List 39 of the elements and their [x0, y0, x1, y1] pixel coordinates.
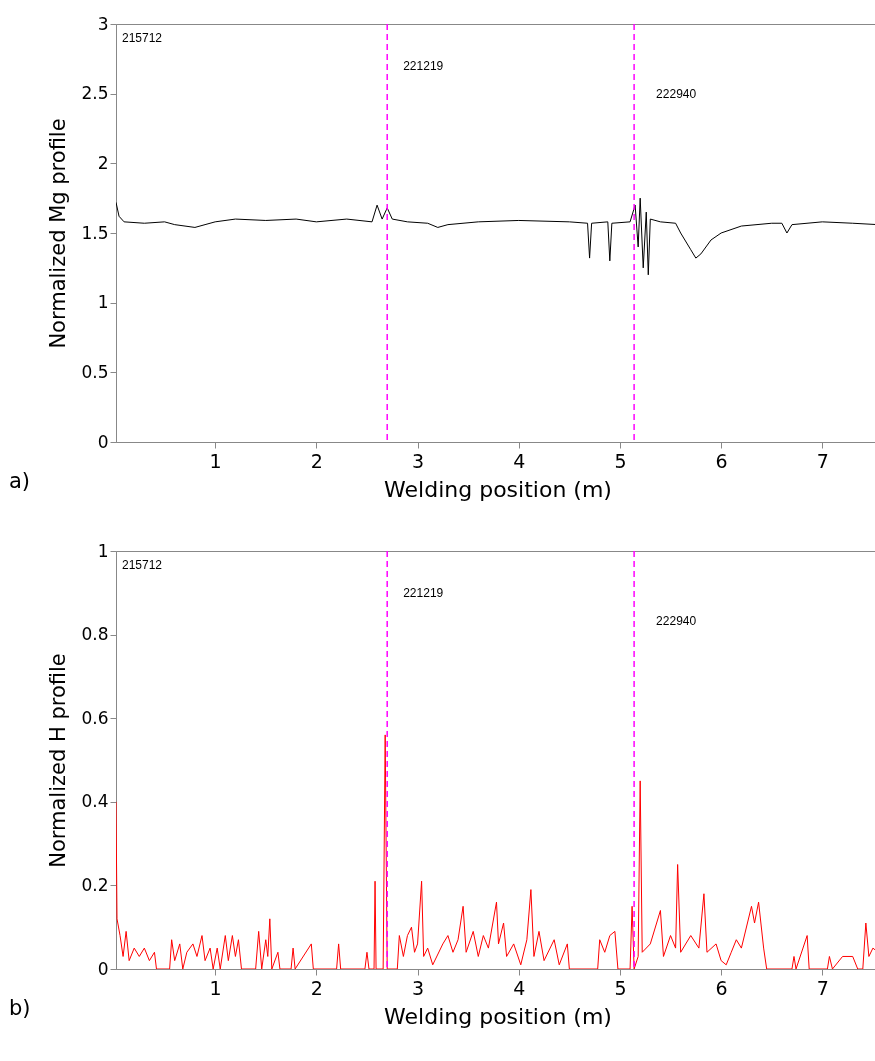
- x-tick-label: 1: [209, 976, 222, 999]
- y-tick-label: 1: [97, 540, 109, 561]
- x-tick-label: 6: [715, 449, 728, 472]
- annotation: 215712: [122, 31, 163, 45]
- text: a): [9, 469, 31, 493]
- text: b): [9, 996, 31, 1020]
- y-tick-label: 2: [97, 152, 109, 173]
- annotation: 222940: [656, 87, 697, 101]
- y-tick-label: 0: [97, 958, 109, 979]
- x-axis-title: Welding position (m): [384, 476, 612, 502]
- y-axis-title: Normalized Mg profile: [46, 118, 71, 349]
- x-tick-label: 7: [816, 449, 829, 472]
- x-tick-label: 2: [310, 976, 323, 999]
- x-tick-label: 3: [412, 976, 425, 999]
- x-tick-label: 3: [412, 449, 425, 472]
- x-tick-label: 4: [513, 449, 526, 472]
- x-tick-label: 5: [614, 976, 627, 999]
- x-tick-label: 6: [715, 976, 728, 999]
- y-tick-label: 1: [97, 292, 109, 313]
- annotation: 222940: [656, 614, 697, 628]
- y-tick-label: 0.5: [81, 361, 109, 382]
- y-axis-title: Normalized H profile: [46, 653, 71, 868]
- y-tick-label: 0.8: [81, 624, 109, 645]
- x-axis-title: Welding position (m): [384, 1003, 612, 1029]
- x-tick-label: 7: [816, 976, 829, 999]
- y-tick-label: 3: [97, 13, 109, 34]
- x-tick-label: 1: [209, 449, 222, 472]
- x-tick-label: 2: [310, 449, 323, 472]
- y-tick-label: 0: [97, 431, 109, 452]
- annotation: 221219: [403, 586, 444, 600]
- y-tick-label: 1.5: [81, 222, 109, 243]
- y-tick-label: 0.2: [81, 874, 109, 895]
- y-tick-label: 0.4: [81, 791, 109, 812]
- annotation: 215712: [122, 558, 163, 572]
- y-tick-label: 0.6: [81, 707, 109, 728]
- x-tick-label: 5: [614, 449, 627, 472]
- y-tick-label: 2.5: [81, 83, 109, 104]
- x-tick-label: 4: [513, 976, 526, 999]
- annotation: 221219: [403, 59, 444, 73]
